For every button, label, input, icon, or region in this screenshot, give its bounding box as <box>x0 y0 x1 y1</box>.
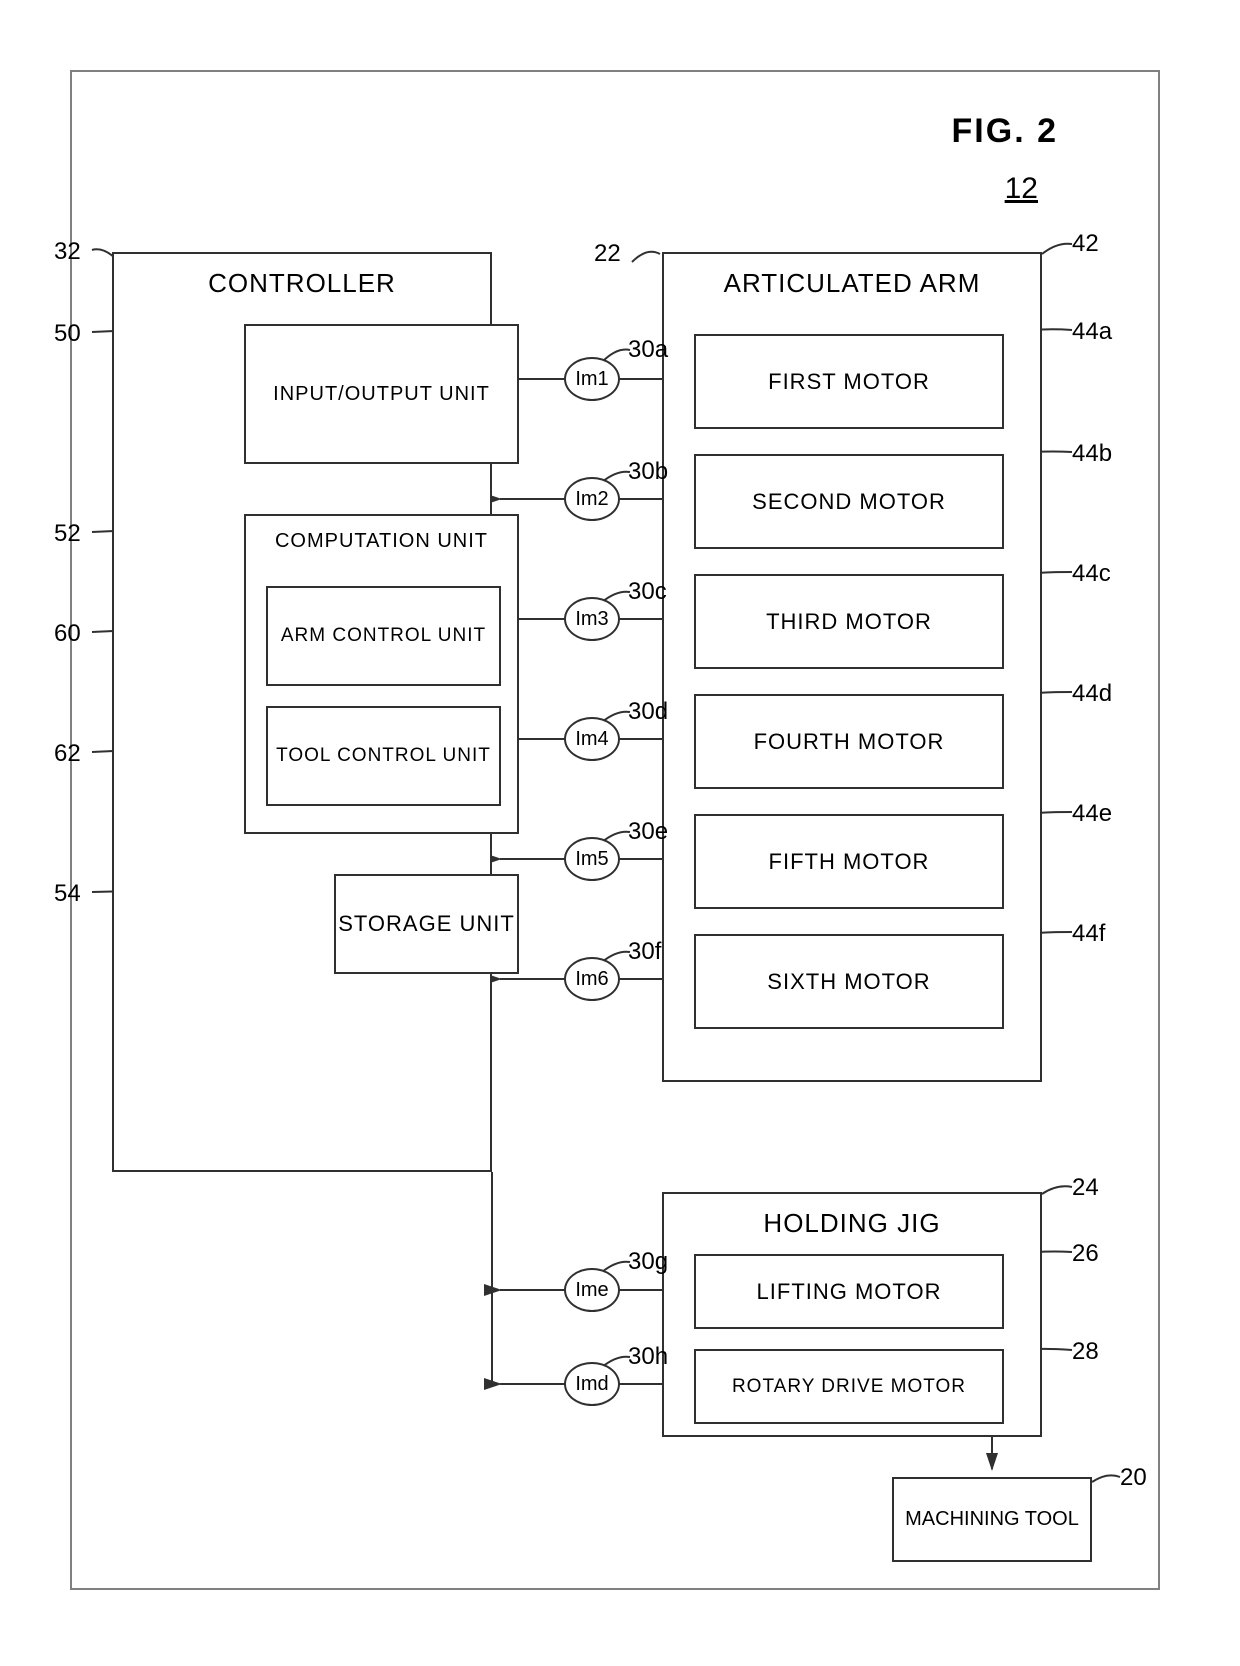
ref-60: 60 <box>54 620 81 648</box>
signal-im3-label: Im3 <box>575 608 608 631</box>
ref-44a: 44a <box>1072 318 1112 346</box>
signal-im4-label: Im4 <box>575 728 608 751</box>
motor-2-label: SECOND MOTOR <box>752 489 946 515</box>
computation-unit: COMPUTATION UNIT ARM CONTROL UNIT TOOL C… <box>244 514 519 834</box>
ref-52: 52 <box>54 520 81 548</box>
motor-6-label: SIXTH MOTOR <box>767 969 930 995</box>
ref-30f: 30f <box>628 938 661 966</box>
signal-ime-label: Ime <box>575 1279 608 1302</box>
motor-2: SECOND MOTOR <box>694 454 1004 549</box>
ref-44e: 44e <box>1072 800 1112 828</box>
ref-44d: 44d <box>1072 680 1112 708</box>
ref-20: 20 <box>1120 1464 1147 1492</box>
signal-imd-label: Imd <box>575 1373 608 1396</box>
ref-54: 54 <box>54 880 81 908</box>
motor-3: THIRD MOTOR <box>694 574 1004 669</box>
signal-im2: Im2 <box>564 477 620 521</box>
controller-block: CONTROLLER INPUT/OUTPUT UNIT COMPUTATION… <box>112 252 492 1172</box>
controller-title: CONTROLLER <box>114 268 490 299</box>
ref-30a: 30a <box>628 336 668 364</box>
signal-im5-label: Im5 <box>575 848 608 871</box>
tool-control-label: TOOL CONTROL UNIT <box>276 745 491 767</box>
ref-30e: 30e <box>628 818 668 846</box>
ref-30d: 30d <box>628 698 668 726</box>
lifting-motor: LIFTING MOTOR <box>694 1254 1004 1329</box>
ref-42: 42 <box>1072 230 1099 258</box>
ref-22: 22 <box>594 240 621 268</box>
articulated-arm-title: ARTICULATED ARM <box>664 268 1040 299</box>
ref-50: 50 <box>54 320 81 348</box>
signal-im2-label: Im2 <box>575 488 608 511</box>
signal-im6: Im6 <box>564 957 620 1001</box>
storage-unit-label: STORAGE UNIT <box>338 911 515 937</box>
ref-30h: 30h <box>628 1343 668 1371</box>
motor-5: FIFTH MOTOR <box>694 814 1004 909</box>
holding-jig-block: HOLDING JIG LIFTING MOTOR ROTARY DRIVE M… <box>662 1192 1042 1437</box>
ref-30g: 30g <box>628 1248 668 1276</box>
rotary-drive-motor: ROTARY DRIVE MOTOR <box>694 1349 1004 1424</box>
signal-imd: Imd <box>564 1362 620 1406</box>
signal-im1: Im1 <box>564 357 620 401</box>
motor-4-label: FOURTH MOTOR <box>754 729 945 755</box>
page-frame: FIG. 2 12 <box>70 70 1160 1590</box>
holding-jig-title: HOLDING JIG <box>664 1208 1040 1239</box>
signal-ime: Ime <box>564 1268 620 1312</box>
figure-page: FIG. 2 12 <box>0 0 1240 1666</box>
signal-im3: Im3 <box>564 597 620 641</box>
articulated-arm-block: ARTICULATED ARM FIRST MOTOR SECOND MOTOR… <box>662 252 1042 1082</box>
arm-control-unit: ARM CONTROL UNIT <box>266 586 501 686</box>
lifting-motor-label: LIFTING MOTOR <box>757 1279 942 1305</box>
system-ref: 12 <box>1005 172 1038 206</box>
ref-30b: 30b <box>628 458 668 486</box>
ref-30c: 30c <box>628 578 667 606</box>
motor-4: FOURTH MOTOR <box>694 694 1004 789</box>
ref-44f: 44f <box>1072 920 1105 948</box>
ref-26: 26 <box>1072 1240 1099 1268</box>
figure-title: FIG. 2 <box>952 112 1058 151</box>
motor-3-label: THIRD MOTOR <box>766 609 932 635</box>
motor-6: SIXTH MOTOR <box>694 934 1004 1029</box>
motor-5-label: FIFTH MOTOR <box>769 849 930 875</box>
ref-44c: 44c <box>1072 560 1111 588</box>
motor-1-label: FIRST MOTOR <box>768 369 930 395</box>
signal-im6-label: Im6 <box>575 968 608 991</box>
arm-control-label: ARM CONTROL UNIT <box>281 625 486 647</box>
computation-unit-label: COMPUTATION UNIT <box>246 530 517 553</box>
motor-1: FIRST MOTOR <box>694 334 1004 429</box>
machining-tool-label: MACHINING TOOL <box>905 1508 1079 1531</box>
signal-im5: Im5 <box>564 837 620 881</box>
io-unit-label: INPUT/OUTPUT UNIT <box>273 383 490 406</box>
storage-unit: STORAGE UNIT <box>334 874 519 974</box>
ref-24: 24 <box>1072 1174 1099 1202</box>
tool-control-unit: TOOL CONTROL UNIT <box>266 706 501 806</box>
signal-im4: Im4 <box>564 717 620 761</box>
ref-44b: 44b <box>1072 440 1112 468</box>
ref-28: 28 <box>1072 1338 1099 1366</box>
signal-im1-label: Im1 <box>575 368 608 391</box>
ref-62: 62 <box>54 740 81 768</box>
io-unit: INPUT/OUTPUT UNIT <box>244 324 519 464</box>
ref-32: 32 <box>54 238 81 266</box>
rotary-drive-motor-label: ROTARY DRIVE MOTOR <box>732 1376 966 1398</box>
machining-tool-block: MACHINING TOOL <box>892 1477 1092 1562</box>
